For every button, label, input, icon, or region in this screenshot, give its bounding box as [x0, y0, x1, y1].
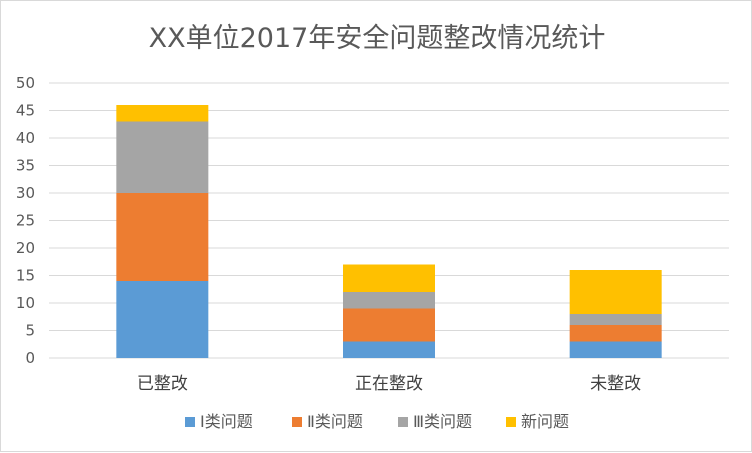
- legend-label: Ⅱ类问题: [307, 412, 363, 431]
- y-tick-label: 30: [16, 184, 35, 202]
- y-tick-label: 15: [16, 267, 35, 285]
- bar-segment: [343, 341, 435, 358]
- legend-label: Ⅰ类问题: [200, 412, 253, 431]
- y-tick-label: 20: [16, 239, 35, 257]
- bar-segment: [569, 314, 662, 325]
- legend-swatch: [185, 417, 195, 427]
- bar-segment: [569, 325, 662, 342]
- y-tick-label: 10: [16, 294, 35, 312]
- bars: [116, 105, 662, 358]
- bar-segment: [116, 121, 209, 193]
- legend-swatch: [506, 417, 516, 427]
- bar-segment: [343, 308, 435, 342]
- x-tick-label: 正在整改: [355, 374, 423, 394]
- y-axis: 0 5 10 15 20 25 30 35 40 45 50: [16, 74, 35, 367]
- legend-swatch: [398, 417, 408, 427]
- x-tick-label: 未整改: [590, 374, 641, 394]
- chart-title: XX单位2017年安全问题整改情况统计: [149, 23, 606, 54]
- y-tick-label: 40: [16, 129, 35, 147]
- legend-swatch: [292, 417, 302, 427]
- legend-label: Ⅲ类问题: [413, 412, 472, 431]
- bar-segment: [116, 281, 209, 358]
- y-tick-label: 35: [16, 157, 35, 175]
- bar-segment: [116, 193, 209, 281]
- y-tick-label: 0: [25, 349, 35, 367]
- y-tick-label: 5: [25, 322, 35, 340]
- y-tick-label: 45: [16, 102, 35, 120]
- y-tick-label: 25: [16, 212, 35, 230]
- bar-segment: [569, 341, 662, 358]
- x-tick-label: 已整改: [137, 374, 188, 394]
- bar-segment: [569, 270, 662, 314]
- legend: Ⅰ类问题 Ⅱ类问题 Ⅲ类问题 新问题: [185, 412, 569, 431]
- x-axis: 已整改 正在整改 未整改: [137, 374, 641, 394]
- bar-segment: [343, 264, 435, 292]
- bar-segment: [116, 105, 209, 122]
- y-tick-label: 50: [16, 74, 35, 92]
- legend-label: 新问题: [521, 412, 569, 431]
- bar-segment: [343, 292, 435, 309]
